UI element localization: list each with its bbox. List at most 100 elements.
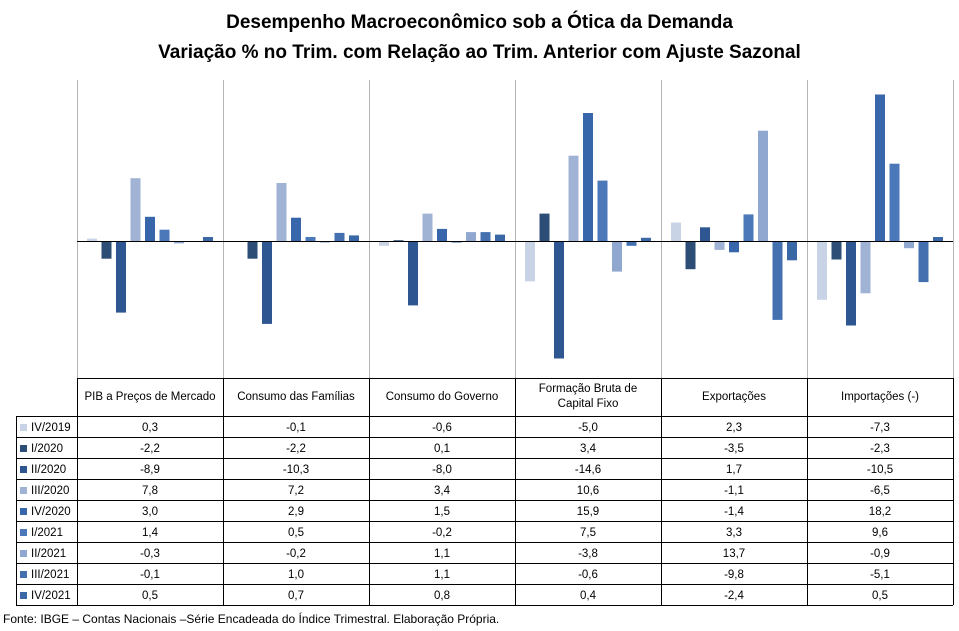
bar-importacoes-iv-2021 <box>933 237 943 241</box>
bar-consumo-do-governo-ii-2021 <box>466 232 476 241</box>
bar-pib-a-precos-de-mercado-i-2020 <box>101 241 112 259</box>
bar-formacao-bruta-de-capital-fixo-ii-2021 <box>612 241 622 272</box>
legend-swatch <box>20 550 27 557</box>
data-label: -10,5 <box>866 463 894 476</box>
data-label: -0,1 <box>286 421 306 434</box>
legend-swatch <box>20 508 27 515</box>
legend-entry: IV/2020 <box>18 501 76 522</box>
bar-exportacoes-ii-2021 <box>758 130 768 241</box>
bar-importacoes-i-2020 <box>831 241 842 260</box>
legend-label: III/2021 <box>31 568 70 581</box>
data-label: 0,7 <box>288 589 304 602</box>
bar-exportacoes-iii-2021 <box>772 241 783 320</box>
bar-importacoes-i-2021 <box>889 163 900 241</box>
bar-formacao-bruta-de-capital-fixo-iii-2021 <box>626 241 637 246</box>
category-label: Formação Bruta de Capital Fixo <box>538 383 638 410</box>
data-label: 0,5 <box>288 526 304 539</box>
data-label: 0,8 <box>434 589 450 602</box>
category-label: Exportações <box>702 390 766 403</box>
data-label: 2,3 <box>726 421 742 434</box>
bar-consumo-do-governo-iv-2021 <box>495 234 505 241</box>
data-label: -5,0 <box>578 421 598 434</box>
bar-exportacoes-iv-2019 <box>671 222 681 241</box>
category-label: PIB a Preços de Mercado <box>84 390 216 403</box>
data-label: 3,3 <box>726 526 742 539</box>
legend-swatch <box>20 592 27 599</box>
data-label: -5,1 <box>870 568 890 581</box>
bar-formacao-bruta-de-capital-fixo-i-2021 <box>597 180 608 241</box>
chart-title: Desempenho Macroeconômico sob a Ótica da… <box>226 12 733 33</box>
bar-pib-a-precos-de-mercado-iv-2021 <box>203 237 213 241</box>
data-label: -0,1 <box>140 568 160 581</box>
legend-swatch <box>20 424 27 431</box>
data-label: 1,4 <box>142 526 158 539</box>
data-label: -8,9 <box>140 463 160 476</box>
bar-importacoes-ii-2021 <box>904 241 914 249</box>
bar-exportacoes-i-2020 <box>685 241 696 270</box>
data-label: 7,2 <box>288 484 304 497</box>
bar-pib-a-precos-de-mercado-ii-2020 <box>116 241 126 313</box>
data-label: 1,7 <box>726 463 742 476</box>
data-label: -9,8 <box>724 568 744 581</box>
source-note: Fonte: IBGE – Contas Nacionais –Série En… <box>3 612 500 626</box>
legend-entry: II/2020 <box>18 459 76 480</box>
data-label: -0,2 <box>432 526 452 539</box>
bar-consumo-das-familias-i-2021 <box>305 237 316 241</box>
bar-consumo-das-familias-ii-2020 <box>262 241 272 324</box>
bar-exportacoes-i-2021 <box>743 214 754 241</box>
data-label: 13,7 <box>722 547 746 560</box>
data-label: -2,2 <box>286 442 306 455</box>
data-label: -0,9 <box>870 547 890 560</box>
data-label: 3,0 <box>142 505 158 518</box>
data-label: 0,5 <box>142 589 158 602</box>
legend-label: I/2021 <box>31 526 63 539</box>
bar-formacao-bruta-de-capital-fixo-i-2020 <box>539 213 550 241</box>
legend-entry: I/2021 <box>18 522 76 543</box>
data-label: -3,8 <box>578 547 598 560</box>
bar-consumo-do-governo-ii-2020 <box>408 241 418 306</box>
legend-entry: II/2021 <box>18 543 76 564</box>
bar-formacao-bruta-de-capital-fixo-iv-2019 <box>525 241 535 282</box>
bar-consumo-do-governo-iv-2020 <box>437 228 447 241</box>
bar-consumo-do-governo-iii-2021 <box>480 232 491 241</box>
bar-consumo-do-governo-i-2020 <box>393 240 404 241</box>
data-label: 0,3 <box>142 421 158 434</box>
bar-importacoes-iii-2021 <box>918 241 929 283</box>
bar-exportacoes-iv-2021 <box>787 241 797 261</box>
bar-consumo-das-familias-iv-2021 <box>349 235 359 241</box>
bar-pib-a-precos-de-mercado-i-2021 <box>159 229 170 241</box>
bar-pib-a-precos-de-mercado-ii-2021 <box>174 241 184 244</box>
bar-consumo-do-governo-iv-2019 <box>379 241 389 246</box>
data-label: 1,0 <box>288 568 304 581</box>
legend-swatch <box>20 466 27 473</box>
legend-swatch <box>20 487 27 494</box>
bar-consumo-das-familias-iv-2020 <box>291 217 301 241</box>
data-label: 7,8 <box>142 484 158 497</box>
legend-label: IV/2019 <box>31 421 71 434</box>
legend-entry: III/2021 <box>18 564 76 585</box>
legend-label: I/2020 <box>31 442 63 455</box>
bar-consumo-do-governo-iii-2020 <box>422 213 433 241</box>
data-label: -0,6 <box>578 568 598 581</box>
data-label: -7,3 <box>870 421 890 434</box>
bar-importacoes-ii-2020 <box>846 241 856 326</box>
data-label: -2,2 <box>140 442 160 455</box>
data-label: 0,5 <box>872 589 888 602</box>
bar-pib-a-precos-de-mercado-iv-2019 <box>87 238 97 241</box>
data-label: -2,4 <box>724 589 744 602</box>
data-label: 15,9 <box>576 505 600 518</box>
data-label: 10,6 <box>576 484 600 497</box>
chart-subtitle: Variação % no Trim. com Relação ao Trim.… <box>158 42 801 63</box>
data-label: -0,6 <box>432 421 452 434</box>
legend-swatch <box>20 529 27 536</box>
legend-label: II/2020 <box>31 463 67 476</box>
data-label: -8,0 <box>432 463 452 476</box>
bar-pib-a-precos-de-mercado-iv-2020 <box>145 216 155 241</box>
data-label: -1,4 <box>724 505 744 518</box>
data-label: -2,3 <box>870 442 890 455</box>
bar-importacoes-iv-2019 <box>817 241 827 300</box>
bar-exportacoes-iv-2020 <box>729 241 739 253</box>
legend-entry: IV/2019 <box>18 417 76 438</box>
legend-entry: I/2020 <box>18 438 76 459</box>
